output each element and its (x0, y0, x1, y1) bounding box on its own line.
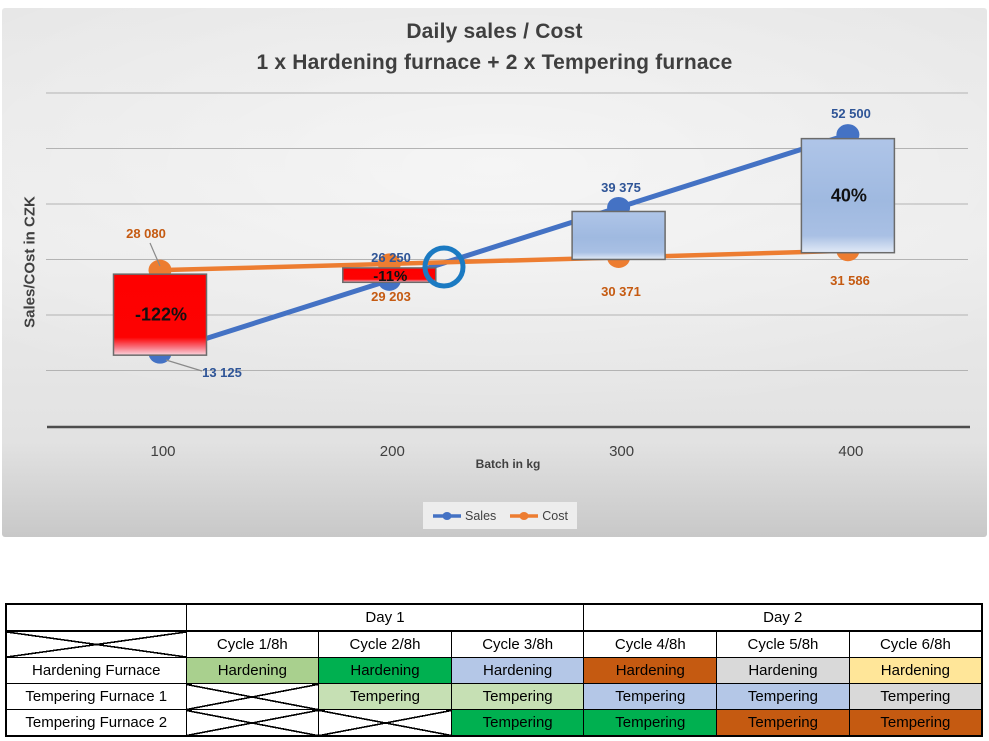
chart-legend: Sales Cost (423, 502, 577, 529)
schedule-cell: Hardening (583, 657, 718, 684)
furnace-row: Hardening Furnace Hardening Hardening Harde… (5, 657, 983, 684)
difference-box (342, 267, 437, 284)
cycle-header: Cycle 5/8h (716, 630, 850, 658)
schedule-cell: Tempering (450, 709, 585, 737)
chart-title-line2: 1 x Hardening furnace + 2 x Tempering fu… (256, 51, 733, 74)
furnace-row-label: Tempering Furnace 1 (5, 683, 187, 710)
schedule-cell: Hardening (450, 657, 585, 684)
cost-legend-marker-icon (510, 511, 539, 520)
cost-data-label: 31 586 (830, 273, 870, 288)
label-leader-line (165, 359, 203, 372)
schedule-cell: Hardening (318, 657, 452, 684)
x-tick-label: 300 (609, 443, 634, 460)
corner-cell (5, 603, 187, 632)
difference-box (800, 137, 896, 254)
sales-cost-line-chart: -122% -11% 40% 13 125 26 250 39 375 52 500 28 … (46, 92, 970, 471)
schedule-cell: Tempering (583, 709, 718, 737)
difference-percent-label: -122% (135, 305, 187, 325)
data-labels: 13 125 26 250 39 375 52 500 28 080 29 203 30 3… (126, 106, 871, 380)
x-tick-label: 100 (150, 443, 175, 460)
schedule-cell: Tempering (716, 709, 850, 737)
schedule-cell: Hardening (185, 657, 320, 684)
breakeven-circle (422, 245, 466, 289)
furnace-row: Tempering Furnace 2 Tempering Tempering Tem… (5, 709, 983, 737)
furnace-row: Tempering Furnace 1 Tempering Tempering Tem… (5, 683, 983, 710)
schedule-cell: Tempering (583, 683, 718, 710)
x-axis: 100 200 300 400 Batch in kg (47, 425, 970, 471)
schedule-cell: Tempering (318, 683, 452, 710)
legend-item-sales: Sales (432, 509, 496, 523)
x-tick-label: 200 (380, 443, 405, 460)
cycle-header: Cycle 6/8h (848, 630, 983, 658)
difference-percent-label: 40% (831, 186, 867, 206)
schedule-cell: Hardening (848, 657, 983, 684)
cost-data-label: 29 203 (371, 289, 411, 304)
schedule-cell: Tempering (848, 683, 983, 710)
schedule-cell: Tempering (848, 709, 983, 737)
cycle-header: Cycle 2/8h (318, 630, 452, 658)
schedule-cell: Tempering (716, 683, 850, 710)
furnace-row-label: Hardening Furnace (5, 657, 187, 684)
furnace-schedule-table: Day 1 Day 2 Cycle 1/8h Cycle 2/8h Cycle 3/8h… (5, 603, 983, 737)
sales-legend-marker-icon (433, 511, 461, 520)
sales-line (159, 132, 849, 356)
cycle-header: Cycle 4/8h (583, 630, 718, 658)
crossed-cell (318, 709, 452, 737)
chart-title-line1: Daily sales / Cost (406, 20, 583, 43)
cost-data-label: 28 080 (126, 226, 166, 241)
x-axis-title: Batch in kg (476, 457, 541, 471)
crossed-cell (185, 709, 320, 737)
sales-data-label: 39 375 (601, 180, 641, 195)
difference-boxes: -122% -11% 40% (112, 137, 896, 356)
cost-data-label: 30 371 (601, 284, 641, 299)
schedule-cell: Hardening (716, 657, 850, 684)
difference-box (112, 273, 208, 356)
cycle-header: Cycle 3/8h (450, 630, 585, 658)
breakeven-circle-annotation (422, 245, 466, 289)
sales-data-label: 52 500 (831, 106, 871, 121)
x-tick-label: 400 (838, 443, 863, 460)
difference-box (571, 210, 666, 261)
crossed-cell (185, 683, 320, 710)
schedule-cell: Tempering (450, 683, 585, 710)
sales-data-label: 26 250 (371, 250, 411, 265)
series-lines (148, 124, 860, 364)
day-header: Day 1 (185, 603, 585, 632)
furnace-row-label: Tempering Furnace 2 (5, 709, 187, 737)
day-header: Day 2 (583, 603, 983, 632)
difference-percent-label: -11% (373, 268, 407, 285)
legend-label: Cost (542, 508, 568, 523)
sales-data-label: 13 125 (202, 365, 242, 380)
label-leader-line (149, 242, 161, 267)
cycle-header: Cycle 1/8h (185, 630, 320, 658)
cost-line (159, 248, 848, 273)
chart-title: Daily sales / Cost 1 x Hardening furnace… (0, 16, 989, 78)
legend-label: Sales (465, 508, 497, 523)
crossed-header-cell (5, 630, 187, 658)
legend-item-cost: Cost (509, 509, 568, 523)
